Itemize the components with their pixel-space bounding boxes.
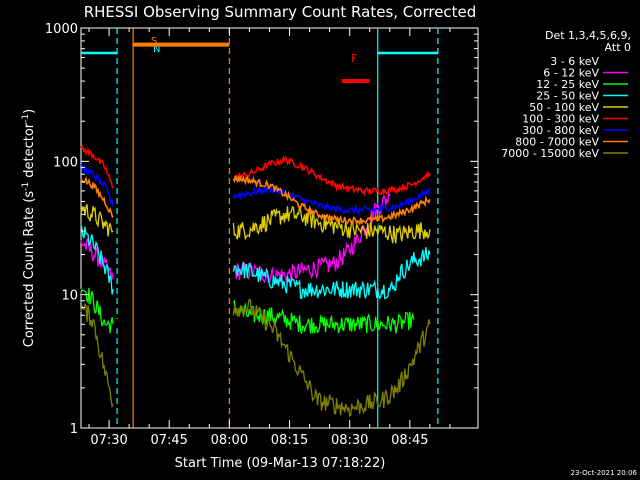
flag-label-s: S <box>151 36 157 47</box>
y-axis-label: Corrected Count Rate (s-1 detector-1) <box>21 109 37 347</box>
series-1 <box>80 191 391 286</box>
y-tick-label-1: 10 <box>61 289 78 304</box>
legend-title-line1: Det 1,3,4,5,6,9, <box>545 29 631 42</box>
x-tick-label-2: 08:00 <box>211 433 248 448</box>
vertical-markers <box>116 28 439 428</box>
series-5-segment-1 <box>233 154 431 198</box>
footer-timestamp: 23-Oct-2021 20:06 <box>571 469 638 477</box>
x-tick-label-0: 07:30 <box>90 433 127 448</box>
series-7 <box>80 174 431 227</box>
legend-label-8: 7000 - 15000 keV <box>501 147 599 160</box>
series-4-segment-1 <box>232 205 431 244</box>
x-tick-label-1: 07:45 <box>150 433 187 448</box>
flag-label-f: F <box>351 52 357 65</box>
y-tick-label-0: 1 <box>70 422 78 437</box>
series-6-segment-1 <box>232 184 431 216</box>
legend-label-4: 50 - 100 keV <box>529 101 599 114</box>
series-layer <box>80 144 431 417</box>
series-6-segment-0 <box>80 163 114 207</box>
legend-label-2: 12 - 25 keV <box>536 78 599 91</box>
series-3 <box>80 223 431 300</box>
series-5-segment-0 <box>80 144 114 189</box>
series-2-segment-1 <box>232 299 415 334</box>
chart-title: RHESSI Observing Summary Count Rates, Co… <box>84 3 477 21</box>
legend-label-0: 3 - 6 keV <box>550 55 599 68</box>
plot-frame <box>80 27 479 429</box>
x-tick-label-4: 08:30 <box>331 433 368 448</box>
flag-label-n: N <box>153 44 160 55</box>
x-tick-label-3: 08:15 <box>271 433 308 448</box>
series-7-segment-0 <box>80 175 114 218</box>
series-6 <box>80 163 431 216</box>
axes-ticks: 07:30 07:45 08:00 08:15 08:30 08:45 1 10 100 1000 <box>45 22 478 448</box>
legend-label-5: 100 - 300 keV <box>522 113 599 126</box>
legend-label-1: 6 - 12 keV <box>543 67 599 80</box>
legend-title-line2: Att 0 <box>605 41 631 54</box>
series-4 <box>80 204 431 244</box>
series-1-segment-1 <box>233 191 391 286</box>
series-8-segment-1 <box>232 298 431 417</box>
x-tick-label-5: 08:45 <box>391 433 428 448</box>
series-5 <box>80 144 431 198</box>
y-tick-label-3: 1000 <box>45 22 78 37</box>
series-4-segment-0 <box>80 204 114 237</box>
x-axis-label: Start Time (09-Mar-13 07:18:22) <box>175 456 386 471</box>
y-tick-label-2: 100 <box>53 155 78 170</box>
attenuator-bars <box>81 42 438 84</box>
legend-label-7: 800 - 7000 keV <box>515 136 599 149</box>
series-3-segment-1 <box>232 247 431 300</box>
series-3-segment-0 <box>80 223 114 295</box>
legend-label-6: 300 - 800 keV <box>522 124 599 137</box>
series-8-segment-0 <box>80 302 114 409</box>
series-8 <box>80 298 431 417</box>
legend-label-3: 25 - 50 keV <box>536 90 599 103</box>
series-7-segment-1 <box>232 174 431 227</box>
